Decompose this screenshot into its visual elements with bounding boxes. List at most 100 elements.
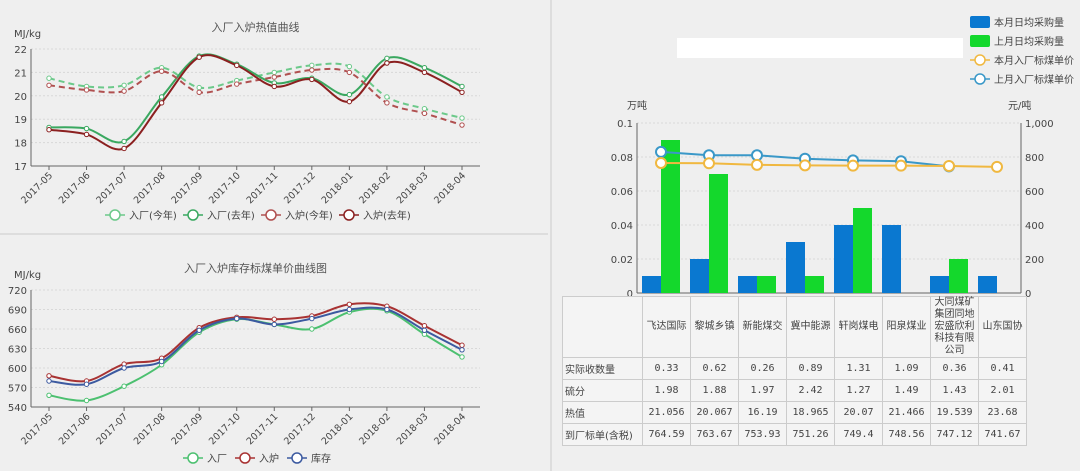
bar-chart: 万吨 元/吨 0 0 0.02 200 0.04 400 0.06 600 0.08 800 0.1 1,… [611,16,1074,300]
series-line [48,302,463,383]
legend-label[interactable]: 入炉(去年) [363,209,411,222]
table-cell: 2.01 [978,379,1027,402]
table-cell: 748.56 [882,423,931,446]
table-cell: 21.056 [642,401,691,424]
data-point [83,381,90,387]
data-point [121,145,127,152]
data-point [459,115,465,121]
legend-label[interactable]: 本月日均采购量 [994,16,1064,29]
table-cell: 753.93 [738,423,787,446]
data-point [158,94,165,100]
chart-title: 入厂入炉库存标煤单价曲线图 [184,261,327,275]
data-point [234,81,240,87]
series-line [48,307,463,402]
bar [805,276,824,293]
y-tick-label: 540 [8,403,27,414]
data-point [943,160,955,173]
data-point [309,315,315,322]
table-cell: 763.67 [690,423,739,446]
legend-label[interactable]: 入炉 [259,453,279,465]
legend-label[interactable]: 入炉(今年) [285,209,333,222]
y-tick-label: 0.06 [611,187,633,198]
data-point [196,89,202,95]
legend-label[interactable]: 入厂(今年) [129,209,177,222]
x-tick-label: 2017-06 [57,170,93,206]
legend-marker-icon [239,452,251,464]
table-cell: 751.26 [786,423,835,446]
data-point [421,110,428,117]
data-point [309,76,315,83]
table-cell: 749.4 [834,423,883,446]
data-point [46,392,52,398]
column-header: 阳泉煤业 [882,296,931,358]
y-tick-label: 0.1 [617,119,633,130]
x-tick-label: 2017-12 [282,170,318,206]
legend-label[interactable]: 库存 [311,452,331,465]
x-tick-label: 2018-02 [357,170,393,206]
data-point [346,91,353,98]
x-tick-label: 2018-04 [432,170,468,206]
y-tick-label: 600 [8,364,27,375]
data-point [234,62,240,69]
data-point [158,358,165,365]
table-cell: 21.466 [882,401,931,424]
y-tick-label: 0 [627,289,633,300]
bar [690,259,709,293]
legend-label[interactable]: 入厂 [207,454,227,465]
bar [834,225,853,293]
y-tick-label: 0.08 [611,153,633,164]
bar [853,208,872,293]
y-tick-label: 18 [14,139,27,150]
price-line [660,161,998,168]
y-tick-label: 570 [8,384,27,395]
data-point [309,67,315,73]
x-tick-label: 2017-07 [94,411,130,447]
y-tick-label: 17 [14,162,27,173]
table-cell: 20.07 [834,401,883,424]
data-point [421,323,428,329]
redacted-title-box [677,38,963,58]
y2-tick-label: 200 [1025,255,1044,266]
data-point [83,131,90,138]
table-cell: 19.539 [930,401,979,424]
table-cell: 16.19 [738,401,787,424]
bar [949,259,968,293]
series-line [48,67,463,127]
bar [930,276,949,293]
data-point [799,159,811,172]
x-tick-label: 2017-11 [245,411,281,447]
table-cell: 1.97 [738,379,787,402]
y-tick-label: 690 [8,306,27,317]
legend-label[interactable]: 入厂(去年) [207,209,255,222]
row-label: 硫分 [562,379,643,402]
data-point [459,122,465,128]
table-cell: 0.33 [642,357,691,380]
data-point [384,100,390,106]
data-point [384,306,390,313]
data-point [421,327,428,333]
table-row: 热值 21.056 20.067 16.19 18.965 20.07 21.466 19.5… [562,401,1027,424]
legend-label[interactable]: 上月入厂标煤单价 [994,73,1074,86]
column-header: 黎城乡镇 [690,296,739,358]
legend-label[interactable]: 本月入厂标煤单价 [994,54,1074,67]
chart-title: 入厂入炉热值曲线 [212,20,300,34]
column-header: 冀中能源 [786,296,835,358]
bar [978,276,997,293]
legend-swatch-icon [970,35,990,47]
data-point [121,365,127,371]
y-axis-unit: MJ/kg [14,29,41,40]
data-point [346,69,353,76]
table-cell: 1.98 [642,379,691,402]
table-cell: 1.49 [882,379,931,402]
x-tick-label: 2017-12 [282,411,318,447]
table-cell: 2.42 [786,379,835,402]
table-header-row: 飞达国际 黎城乡镇 新能煤交 冀中能源 轩岗煤电 阳泉煤业 大同煤矿集团同地宏盛欣利科技有限… [562,296,1027,358]
table-cell: 0.62 [690,357,739,380]
data-point [83,397,90,404]
y-tick-label: 19 [14,115,27,126]
data-point [46,127,52,133]
legend-label[interactable]: 上月日均采购量 [994,35,1064,48]
data-point [346,306,353,313]
y-tick-label: 20 [14,92,27,103]
